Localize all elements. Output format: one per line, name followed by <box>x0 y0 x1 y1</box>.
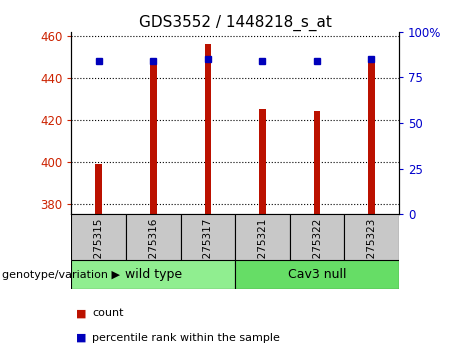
Bar <box>95 164 102 214</box>
Bar <box>235 260 399 289</box>
Bar <box>71 260 235 289</box>
Text: genotype/variation ▶: genotype/variation ▶ <box>2 270 120 280</box>
Bar <box>344 214 399 260</box>
Bar <box>235 214 290 260</box>
Text: GSM275316: GSM275316 <box>148 217 158 281</box>
Bar <box>126 214 181 260</box>
Text: percentile rank within the sample: percentile rank within the sample <box>92 333 280 343</box>
Title: GDS3552 / 1448218_s_at: GDS3552 / 1448218_s_at <box>139 14 331 30</box>
Bar <box>290 214 344 260</box>
Text: ■: ■ <box>76 333 87 343</box>
Text: count: count <box>92 308 124 318</box>
Text: GSM275322: GSM275322 <box>312 217 322 281</box>
Text: GSM275321: GSM275321 <box>257 217 267 281</box>
Bar <box>150 63 157 214</box>
Text: Cav3 null: Cav3 null <box>288 268 346 281</box>
Text: GSM275317: GSM275317 <box>203 217 213 281</box>
Bar <box>259 109 266 214</box>
Text: GSM275315: GSM275315 <box>94 217 104 281</box>
Text: ■: ■ <box>76 308 87 318</box>
Bar <box>205 45 211 214</box>
Text: wild type: wild type <box>125 268 182 281</box>
Bar <box>368 59 375 214</box>
Bar <box>71 214 126 260</box>
Text: GSM275323: GSM275323 <box>366 217 377 281</box>
Bar <box>181 214 235 260</box>
Bar <box>313 112 320 214</box>
